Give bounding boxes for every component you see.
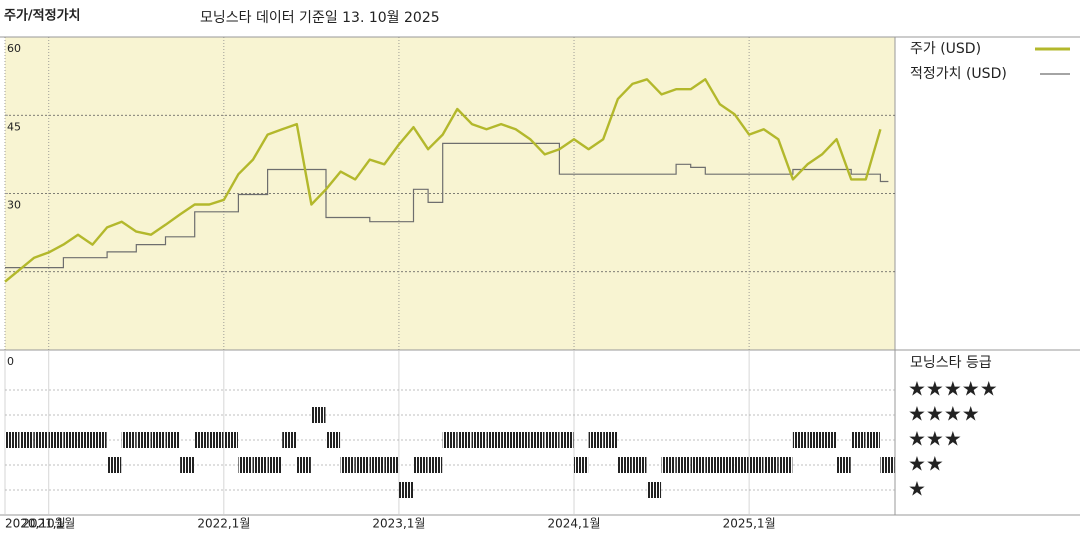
rating-mark	[530, 432, 545, 448]
rating-mark	[413, 457, 428, 473]
y-tick-label: 45	[7, 120, 21, 133]
rating-mark	[48, 432, 63, 448]
rating-mark	[544, 432, 559, 448]
legend-label: 적정가치 (USD)	[910, 66, 1007, 82]
rating-mark	[457, 432, 472, 448]
rating-mark	[180, 457, 195, 473]
rating-mark	[253, 457, 268, 473]
x-tick-label: 2025,1월	[723, 517, 776, 531]
rating-mark	[617, 457, 632, 473]
rating-mark	[865, 432, 880, 448]
rating-mark	[77, 432, 93, 448]
fair-value-line	[5, 142, 889, 269]
rating-mark	[515, 432, 530, 448]
rating-mark	[603, 432, 618, 448]
rating-mark	[574, 457, 589, 473]
rating-mark	[734, 457, 749, 473]
rating-mark	[836, 457, 851, 473]
rating-mark	[690, 457, 705, 473]
rating-mark	[63, 432, 78, 448]
rating-mark	[632, 457, 647, 473]
rating-mark	[719, 457, 735, 473]
rating-mark	[165, 432, 180, 448]
rating-mark	[238, 457, 253, 473]
x-tick-label: 2022,1월	[197, 517, 250, 531]
rating-mark	[92, 432, 107, 448]
rating-mark	[107, 457, 122, 473]
rating-mark	[325, 432, 341, 448]
rating-mark	[282, 432, 297, 448]
rating-mark	[792, 432, 807, 448]
rating-mark	[880, 457, 895, 473]
rating-mark	[121, 432, 136, 448]
x-tick-label: 2020,10월	[5, 517, 66, 531]
x-tick-label: 2023,1월	[372, 517, 425, 531]
rating-mark	[778, 457, 793, 473]
rating-mark	[705, 457, 720, 473]
rating-mark	[807, 432, 822, 448]
rating-mark	[676, 457, 691, 473]
rating-mark	[19, 432, 34, 448]
price-line	[4, 78, 882, 283]
rating-mark	[311, 407, 326, 423]
rating-mark	[559, 432, 574, 448]
rating-mark	[369, 457, 384, 473]
rating-mark	[588, 432, 603, 448]
rating-mark	[763, 457, 778, 473]
rating-mark	[340, 457, 355, 473]
rating-mark	[223, 432, 238, 448]
y-tick-label: 60	[7, 42, 21, 55]
rating-title: 모닝스타 등급	[910, 355, 992, 371]
rating-mark	[661, 457, 676, 473]
legend-label: 주가 (USD)	[910, 41, 981, 57]
rating-mark	[267, 457, 282, 473]
rating-mark	[384, 457, 399, 473]
rating-mark	[486, 432, 501, 448]
rating-mark	[209, 432, 224, 448]
rating-level-label: ★★★★	[908, 402, 980, 426]
rating-mark	[501, 432, 516, 448]
rating-mark	[194, 432, 209, 448]
rating-level-label: ★★★	[908, 427, 962, 451]
x-tick-label: 2024,1월	[548, 517, 601, 531]
rating-level-label: ★	[908, 477, 926, 501]
rating-level-label: ★★	[908, 452, 944, 476]
rating-mark	[5, 432, 20, 448]
rating-mark	[442, 432, 457, 448]
rating-mark	[851, 432, 866, 448]
rating-mark	[398, 482, 414, 498]
rating-mark	[136, 432, 151, 448]
chart-title: 주가/적정가치	[4, 8, 81, 24]
rating-mark	[822, 432, 837, 448]
x-tick-label: 2021,1월	[22, 517, 75, 531]
rating-mark	[471, 432, 486, 448]
rating-level-label: ★★★★★	[908, 377, 998, 401]
rating-mark	[296, 457, 311, 473]
rating-mark	[34, 432, 49, 448]
y-tick-label: 0	[7, 355, 14, 368]
rating-mark	[355, 457, 370, 473]
rating-mark	[150, 432, 165, 448]
y-tick-label: 30	[7, 199, 21, 212]
rating-mark	[749, 457, 764, 473]
rating-mark	[428, 457, 443, 473]
rating-mark	[646, 482, 662, 498]
chart-subtitle: 모닝스타 데이터 기준일 13. 10월 2025	[200, 10, 440, 26]
